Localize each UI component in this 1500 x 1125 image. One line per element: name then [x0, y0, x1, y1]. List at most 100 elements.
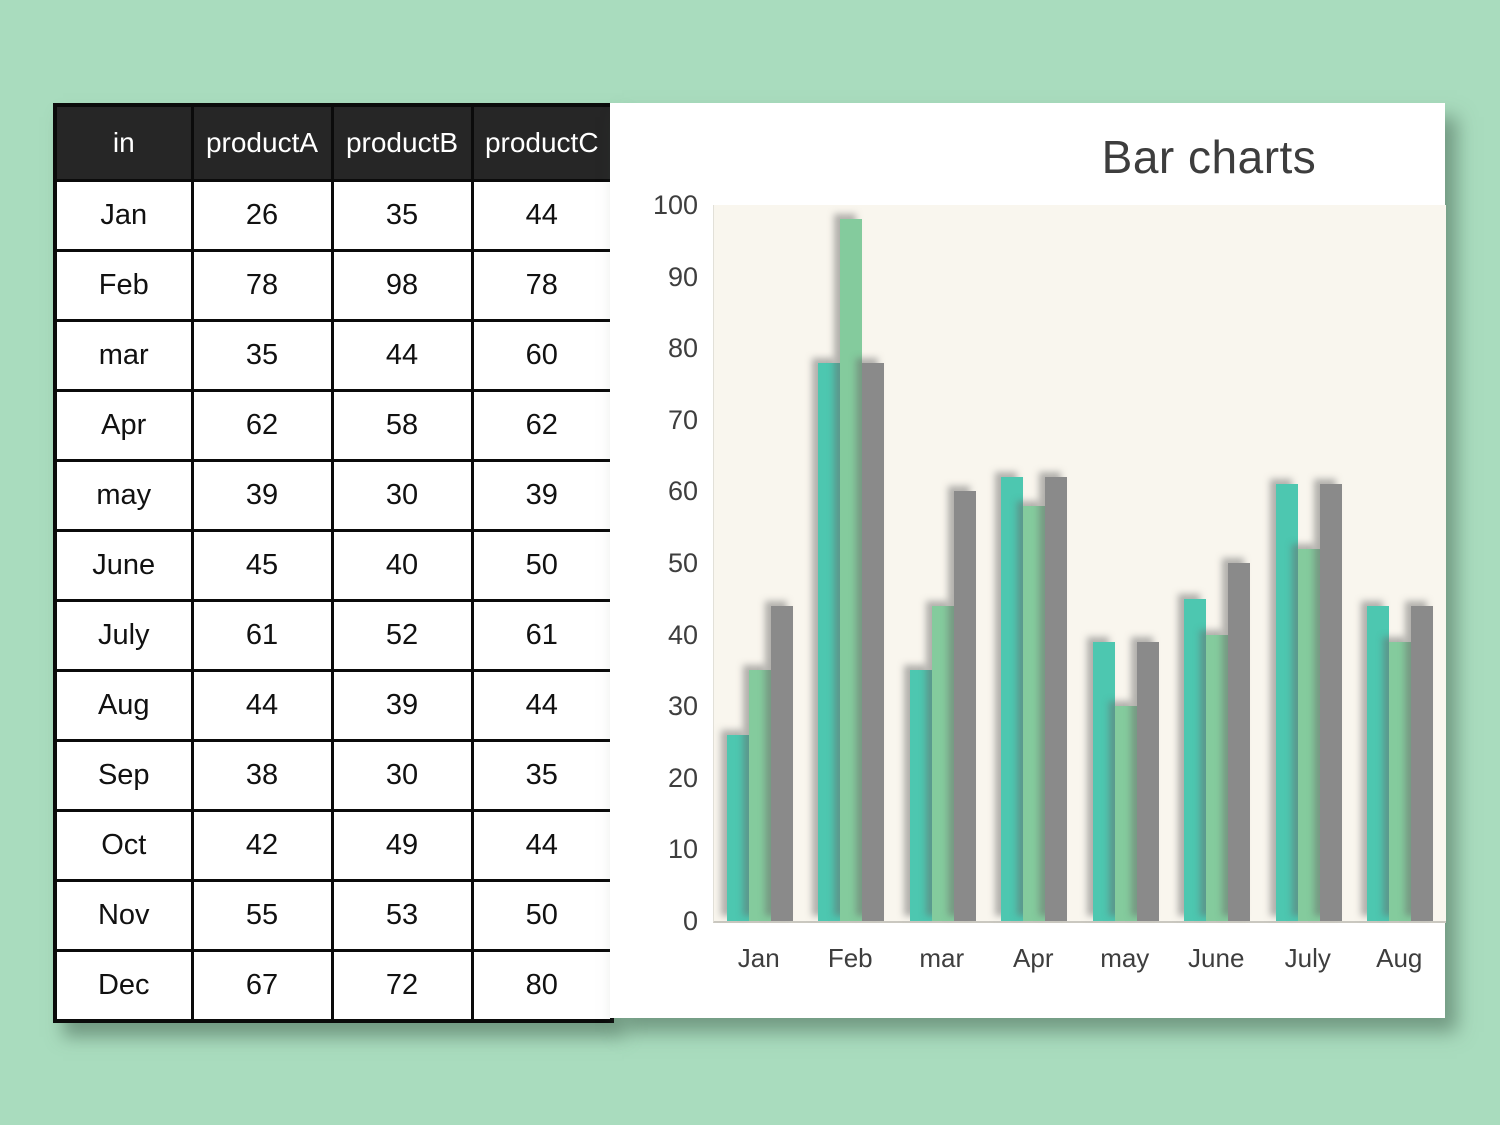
table-cell-value: 30 [330, 739, 474, 812]
table-cell-value: 44 [330, 319, 474, 392]
bar-productC-Aug [1411, 605, 1434, 921]
table-header-cell: in [53, 103, 194, 182]
table-row: may 39 30 39 [53, 459, 614, 532]
table-cell-value: 58 [330, 389, 474, 462]
table-row: Sep 38 30 35 [53, 739, 614, 812]
table-cell-value: 39 [470, 459, 614, 532]
y-axis-tick-label: 10 [667, 834, 698, 865]
bar-group-mar [897, 205, 989, 921]
table-cell-value: 44 [470, 179, 614, 252]
table-cell-value: 60 [470, 319, 614, 392]
table-cell-value: 39 [330, 669, 474, 742]
bar-productA-July [1275, 484, 1298, 921]
table-cell-month: June [53, 529, 194, 602]
table-cell-value: 98 [330, 249, 474, 322]
table-cell-month: Apr [53, 389, 194, 462]
y-axis-tick-label: 60 [667, 476, 698, 507]
y-axis-tick-label: 40 [667, 619, 698, 650]
table-cell-value: 78 [190, 249, 334, 322]
table-row: Nov 55 53 50 [53, 879, 614, 952]
y-axis-tick-label: 20 [667, 762, 698, 793]
bar-productB-may [1114, 706, 1137, 921]
table-cell-month: Sep [53, 739, 194, 812]
bar-productB-mar [931, 605, 954, 921]
table-cell-value: 80 [470, 949, 614, 1023]
table-cell-month: July [53, 599, 194, 672]
table-row: Dec 67 72 80 [53, 949, 614, 1023]
table-cell-value: 62 [190, 389, 334, 462]
table-cell-value: 35 [190, 319, 334, 392]
bar-productC-may [1136, 641, 1159, 921]
bar-productB-Jan [748, 670, 771, 921]
bar-productB-Apr [1023, 505, 1046, 921]
table-row: Apr 62 58 62 [53, 389, 614, 462]
bar-productA-may [1092, 641, 1115, 921]
y-axis-tick-label: 50 [667, 548, 698, 578]
bar-productC-mar [953, 491, 976, 921]
table-cell-value: 44 [190, 669, 334, 742]
table-header-cell: productA [190, 103, 334, 182]
table-cell-value: 35 [470, 739, 614, 812]
chart-panel: Bar charts 0 10 20 30 40 50 60 70 80 90 100 Jan Feb… [610, 103, 1447, 1018]
table-cell-value: 49 [330, 809, 474, 882]
bar-productC-Jan [770, 605, 793, 921]
table-cell-value: 45 [190, 529, 334, 602]
table-cell-month: mar [53, 319, 194, 392]
table-cell-value: 44 [470, 669, 614, 742]
table-cell-value: 53 [330, 879, 474, 952]
x-axis-tick-label: Aug [1376, 943, 1423, 973]
bar-productC-June [1228, 563, 1251, 921]
table-cell-value: 62 [470, 389, 614, 462]
table-row: Feb 78 98 78 [53, 249, 614, 322]
table-row: mar 35 44 60 [53, 319, 614, 392]
x-axis-tick-label: Apr [1013, 943, 1054, 973]
y-axis-tick-label: 30 [667, 691, 698, 722]
bar-productC-July [1319, 484, 1342, 921]
bar-productA-Jan [726, 734, 749, 921]
y-axis-tick-label: 0 [682, 906, 698, 936]
y-axis-tick-label: 80 [667, 333, 698, 364]
bar-productA-mar [909, 670, 932, 921]
table-cell-value: 44 [470, 809, 614, 882]
bar-productA-Apr [1001, 477, 1024, 921]
bar-productA-Aug [1367, 605, 1390, 921]
data-table-container: in productA productB productC Jan 26 35 44 Feb 7… [53, 103, 614, 1023]
table-cell-value: 61 [190, 599, 334, 672]
y-axis-tick-label: 100 [652, 190, 698, 220]
table-cell-value: 78 [470, 249, 614, 322]
x-axis-tick-label: Jan [737, 943, 780, 973]
table-cell-value: 26 [190, 179, 334, 252]
y-axis-tick-label: 70 [667, 404, 698, 435]
data-table: in productA productB productC Jan 26 35 44 Feb 7… [53, 103, 614, 1023]
table-row: Oct 42 49 44 [53, 809, 614, 882]
x-axis-tick-label: July [1284, 943, 1331, 973]
table-cell-value: 50 [470, 879, 614, 952]
table-header-row: in productA productB productC [53, 103, 614, 182]
bar-productA-June [1184, 598, 1207, 921]
table-cell-month: Jan [53, 179, 194, 252]
table-cell-value: 61 [470, 599, 614, 672]
bar-group-June [1172, 205, 1264, 921]
table-cell-value: 55 [190, 879, 334, 952]
table-cell-value: 67 [190, 949, 334, 1023]
bar-group-Jan [714, 205, 806, 921]
table-cell-month: Feb [53, 249, 194, 322]
x-axis-tick-label: mar [919, 943, 965, 973]
bar-productB-June [1206, 634, 1229, 921]
table-cell-month: Oct [53, 809, 194, 882]
bar-productB-Feb [840, 219, 863, 921]
bar-group-Aug [1355, 205, 1447, 921]
bar-productB-July [1297, 548, 1320, 921]
bar-group-Apr [989, 205, 1081, 921]
bar-group-July [1263, 205, 1355, 921]
bar-productC-Apr [1045, 477, 1068, 921]
bar-productA-Feb [818, 362, 841, 921]
table-cell-value: 72 [330, 949, 474, 1023]
x-axis-tick-label: June [1188, 943, 1245, 973]
table-row: Jan 26 35 44 [53, 179, 614, 252]
table-header-cell: productC [470, 103, 614, 182]
table-cell-month: Aug [53, 669, 194, 742]
table-row: June 45 40 50 [53, 529, 614, 602]
x-axis-tick-label: Feb [827, 943, 873, 973]
table-cell-value: 50 [470, 529, 614, 602]
